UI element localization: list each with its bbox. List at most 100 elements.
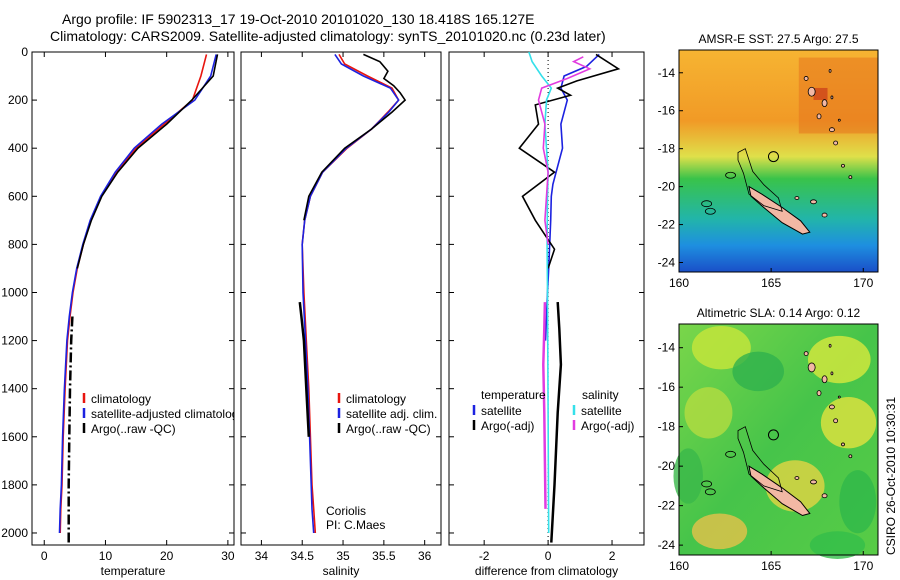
sla-blob — [820, 397, 877, 449]
sla-blob — [839, 470, 877, 534]
y-tick-label: 1400 — [1, 382, 28, 396]
x-tick-label: 34 — [255, 549, 269, 563]
map-y-tick-label: -16 — [658, 104, 676, 118]
map-y-tick-label: -14 — [658, 341, 676, 355]
y-tick-label: 1600 — [1, 430, 28, 444]
series-line-salinity-satellite — [528, 51, 553, 534]
sla-blob — [673, 448, 703, 504]
reef-patch — [704, 207, 716, 215]
island-vanuatu — [833, 418, 839, 424]
map-y-tick-label: -14 — [658, 66, 676, 80]
series-line-temperature-argo-deep — [550, 302, 563, 543]
x-tick-label: 35.5 — [372, 549, 396, 563]
island-vanuatu — [833, 140, 839, 146]
map-y-tick-label: -22 — [658, 499, 676, 513]
x-tick-label: 36 — [418, 549, 432, 563]
legend-label: climatology — [91, 392, 151, 406]
reef-patch — [725, 450, 736, 458]
series-line-salinity-argo-deep — [542, 302, 547, 509]
y-tick-label: 600 — [8, 189, 28, 203]
y-tick-label: 1200 — [1, 334, 28, 348]
x-axis-label: salinity — [323, 564, 360, 578]
x-tick-label: 35 — [336, 549, 350, 563]
reef-patch — [701, 200, 713, 208]
map-title: AMSR-E SST: 27.5 Argo: 27.5 — [698, 32, 858, 46]
y-tick-label: 1800 — [1, 478, 28, 492]
island-vanuatu — [821, 375, 828, 384]
island-vanuatu — [848, 454, 853, 459]
map-y-tick-label: -16 — [658, 380, 676, 394]
island-vanuatu — [821, 99, 828, 108]
map-panel-1: AMSR-E SST: 27.5 Argo: 27.5 160 165 170 -14 -… — [658, 32, 879, 290]
island-vanuatu — [830, 95, 834, 100]
legend-label: climatology — [346, 392, 406, 406]
reef-patch — [701, 480, 713, 488]
y-tick-label: 400 — [8, 141, 28, 155]
x-tick-label: 0 — [41, 549, 48, 563]
sla-blob — [691, 325, 751, 370]
legend-label: satellite — [481, 404, 522, 418]
side-stamp: CSIRO 26-Oct-2010 10:30:31 — [884, 397, 898, 555]
map-y-tick-label: -20 — [658, 180, 676, 194]
map-x-tick-label: 165 — [761, 559, 781, 573]
reef-outline — [737, 426, 783, 493]
map-y-tick-label: -22 — [658, 218, 676, 232]
island-vanuatu — [807, 86, 816, 97]
reef-outline — [737, 148, 783, 212]
panel-frame — [31, 51, 235, 546]
legend-label: Argo(-adj) — [581, 419, 634, 433]
map-y-tick-label: -24 — [658, 256, 676, 270]
island-vanuatu — [830, 371, 834, 376]
island-vanuatu — [841, 163, 845, 168]
series-line-satellite-adj-clim- — [301, 53, 400, 534]
map-y-tick-label: -18 — [658, 420, 676, 434]
island-vanuatu — [829, 127, 835, 133]
y-tick-label: 0 — [21, 45, 28, 59]
island-loyalty — [810, 199, 817, 205]
x-tick-label: 20 — [160, 549, 174, 563]
profile-location-marker — [767, 429, 779, 441]
x-tick-label: 2 — [609, 549, 616, 563]
y-tick-label: 200 — [8, 93, 28, 107]
island-loyalty — [821, 212, 828, 218]
map-x-tick-label: 170 — [853, 559, 873, 573]
map-frame — [678, 49, 879, 273]
profile-location-marker — [767, 151, 779, 163]
island-vanuatu — [828, 343, 832, 348]
sla-blob — [809, 531, 866, 559]
island-loyalty — [794, 476, 800, 480]
map-y-tick-label: -24 — [658, 538, 676, 552]
legend-label: satellite-adjusted climatology — [91, 407, 244, 421]
panel-frame — [240, 51, 442, 546]
map-panel-2: Altimetric SLA: 0.14 Argo: 0.12 160 165 170… — [658, 306, 879, 573]
island-loyalty — [821, 493, 828, 499]
map-title: Altimetric SLA: 0.14 Argo: 0.12 — [697, 306, 861, 320]
island-vanuatu — [807, 362, 816, 373]
map-x-tick-label: 160 — [669, 559, 689, 573]
x-tick-label: 0 — [545, 549, 552, 563]
y-tick-label: 2000 — [1, 526, 28, 540]
legend-label: Argo(..raw -QC) — [346, 422, 431, 436]
series-line-temperature-argo-adj- — [518, 53, 621, 269]
sla-blob — [691, 513, 748, 550]
x-axis-label: difference from climatology — [475, 564, 618, 578]
map-y-tick-label: -18 — [658, 142, 676, 156]
x-tick-label: -2 — [479, 549, 490, 563]
series-line-argo-raw-qc- — [76, 54, 219, 269]
series-line-temperature-satellite — [544, 53, 600, 341]
x-axis-label: temperature — [101, 564, 166, 578]
series-line-salinity-argo-adj- — [537, 56, 592, 245]
profile-panel-2: 34 34.5 35 35.5 36 salinity — [240, 51, 442, 578]
hot-patch — [813, 87, 828, 100]
annotation-text: PI: C.Maes — [326, 518, 385, 532]
legend-heading-salinity: salinity — [582, 388, 619, 402]
x-tick-label: 30 — [221, 549, 235, 563]
sla-blob — [684, 387, 733, 439]
island-loyalty — [794, 196, 800, 200]
series-line-argo-raw-qc- — [303, 53, 407, 221]
series-line-argo-deep — [67, 316, 74, 543]
reef-patch — [725, 171, 736, 179]
legend-label: satellite — [581, 404, 622, 418]
